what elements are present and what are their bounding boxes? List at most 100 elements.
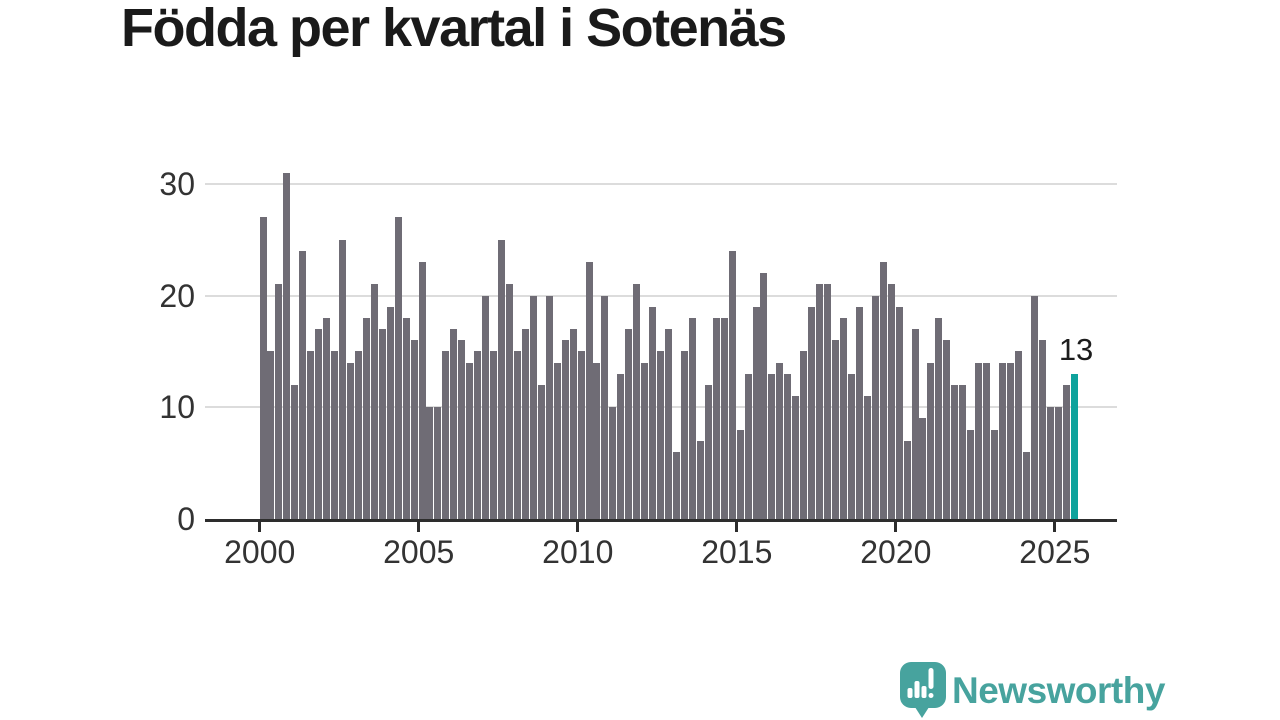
bar-2015-q2 xyxy=(744,373,752,519)
bar-2013-q3 xyxy=(688,317,696,519)
y-axis-label-30: 30 xyxy=(159,165,195,202)
bar-2008-q2 xyxy=(521,329,529,519)
bar-2022-q3 xyxy=(975,362,983,519)
bar-2025-q1 xyxy=(1054,407,1062,519)
bar-2021-q1 xyxy=(927,362,935,519)
bar-2002-q4 xyxy=(346,362,354,519)
bar-2025-q3 xyxy=(1070,373,1078,519)
bar-2020-q1 xyxy=(895,306,903,519)
bar-2012-q3 xyxy=(657,351,665,519)
y-axis-label-0: 0 xyxy=(177,501,195,537)
bar-2013-q2 xyxy=(680,351,688,519)
bar-2019-q4 xyxy=(887,284,895,519)
bar-2004-q2 xyxy=(394,217,402,519)
x-axis-label-2015: 2015 xyxy=(701,534,773,570)
bar-2019-q2 xyxy=(871,295,879,519)
bar-2022-q1 xyxy=(959,384,967,519)
bar-2018-q2 xyxy=(839,317,847,519)
bar-2006-q3 xyxy=(466,362,474,519)
bar-2009-q3 xyxy=(561,340,569,519)
bar-2017-q4 xyxy=(824,284,832,519)
bar-2013-q4 xyxy=(696,440,704,519)
x-axis-tick-2010 xyxy=(576,522,580,532)
bar-2012-q2 xyxy=(649,306,657,519)
bar-2020-q2 xyxy=(903,440,911,519)
bar-2005-q4 xyxy=(442,351,450,519)
bar-2006-q1 xyxy=(450,329,458,519)
bar-2021-q4 xyxy=(951,384,959,519)
bar-2014-q3 xyxy=(720,317,728,519)
y-axis-label-20: 20 xyxy=(159,277,195,314)
bar-2023-q4 xyxy=(1014,351,1022,519)
x-axis-label-2010: 2010 xyxy=(542,534,614,570)
bar-2006-q2 xyxy=(458,340,466,519)
bar-2004-q1 xyxy=(386,306,394,519)
bar-2014-q4 xyxy=(728,250,736,519)
bar-2002-q1 xyxy=(323,317,331,519)
bar-2004-q4 xyxy=(410,340,418,519)
bar-2025-q2 xyxy=(1062,384,1070,519)
bar-2017-q3 xyxy=(816,284,824,519)
bar-2000-q4 xyxy=(283,172,291,519)
x-axis-tick-2025 xyxy=(1053,522,1057,532)
bar-2012-q1 xyxy=(641,362,649,519)
bar-2016-q4 xyxy=(792,396,800,519)
bar-2013-q1 xyxy=(672,451,680,519)
bar-2023-q3 xyxy=(1006,362,1014,519)
bar-2002-q3 xyxy=(339,239,347,519)
bar-2007-q4 xyxy=(506,284,513,519)
bar-2000-q2 xyxy=(267,351,275,519)
bar-2000-q3 xyxy=(275,284,283,519)
bar-2019-q3 xyxy=(879,262,887,519)
x-axis-label-2020: 2020 xyxy=(860,534,932,570)
bar-2010-q4 xyxy=(601,295,609,519)
y-axis-label-10: 10 xyxy=(159,389,195,426)
bar-2004-q3 xyxy=(402,317,410,519)
bar-2000-q1 xyxy=(259,217,267,519)
bar-2018-q3 xyxy=(847,373,855,519)
gridline-30 xyxy=(205,182,1117,185)
bar-2020-q4 xyxy=(919,418,927,519)
bar-2016-q2 xyxy=(776,362,784,519)
bar-2024-q4 xyxy=(1046,407,1054,519)
bar-2006-q4 xyxy=(474,351,482,519)
bar-2010-q3 xyxy=(593,362,601,519)
bar-2022-q4 xyxy=(983,362,991,519)
bar-2003-q4 xyxy=(378,329,386,519)
x-axis-label-2005: 2005 xyxy=(383,534,455,570)
bar-2016-q1 xyxy=(768,373,776,519)
bar-2007-q1 xyxy=(482,295,490,519)
bar-2017-q1 xyxy=(800,351,808,519)
bar-2015-q4 xyxy=(760,273,768,519)
bar-2024-q2 xyxy=(1030,295,1038,519)
bar-2015-q1 xyxy=(736,429,744,519)
x-axis-label-2025: 2025 xyxy=(1019,534,1091,570)
bar-2008-q4 xyxy=(537,384,545,519)
bar-2024-q1 xyxy=(1022,451,1030,519)
bar-2023-q2 xyxy=(999,362,1006,519)
bar-2010-q2 xyxy=(585,262,593,519)
x-axis-tick-2020 xyxy=(894,522,898,532)
bar-2005-q1 xyxy=(418,262,426,519)
bar-2001-q4 xyxy=(315,329,323,519)
gridline-20 xyxy=(205,294,1117,297)
x-axis-line xyxy=(205,519,1117,522)
bar-2009-q2 xyxy=(553,362,561,519)
bar-2021-q2 xyxy=(935,317,943,519)
bar-2003-q3 xyxy=(370,284,378,519)
bar-2010-q1 xyxy=(577,351,585,519)
bar-2008-q3 xyxy=(529,295,537,519)
bar-2011-q3 xyxy=(625,329,633,519)
newsworthy-logo: Newsworthy xyxy=(900,662,1165,719)
bar-2019-q1 xyxy=(863,396,871,519)
bar-2024-q3 xyxy=(1038,340,1046,519)
bar-2018-q4 xyxy=(855,306,863,519)
bar-2014-q1 xyxy=(704,384,712,519)
bar-2008-q1 xyxy=(513,351,521,519)
newsworthy-wordmark: Newsworthy xyxy=(952,670,1165,711)
bar-2012-q4 xyxy=(665,329,673,519)
bar-2009-q1 xyxy=(545,295,553,519)
highlight-value-label: 13 xyxy=(1058,331,1094,367)
x-axis-tick-2015 xyxy=(735,522,739,532)
